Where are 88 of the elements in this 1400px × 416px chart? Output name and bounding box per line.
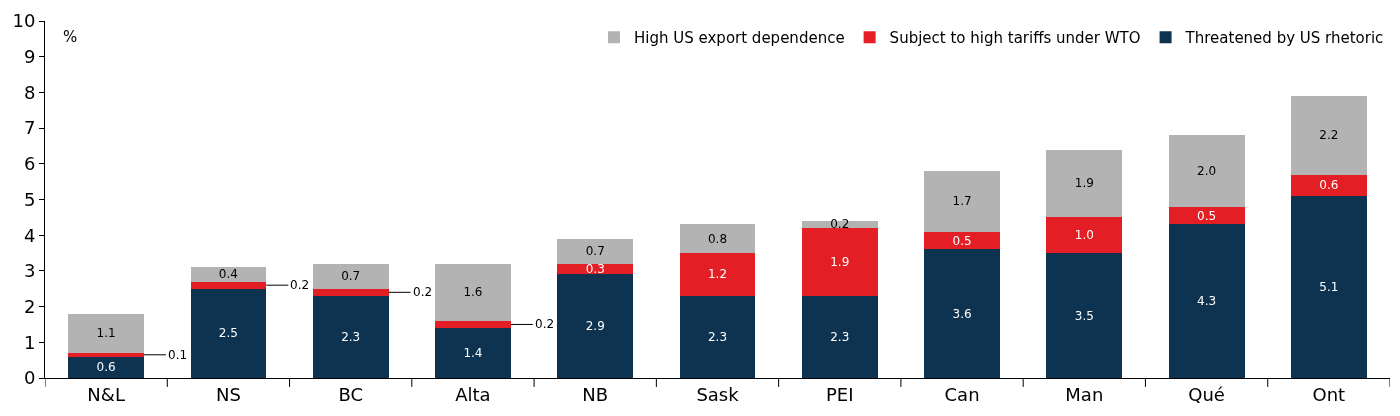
data-label: 0.1 [168, 348, 188, 362]
data-label: 1.6 [463, 285, 483, 300]
bar [312, 288, 389, 296]
data-label: 0.2 [830, 217, 850, 232]
data-label: 1.9 [830, 254, 850, 269]
data-label: 1.9 [1074, 176, 1094, 191]
data-label: 0.5 [952, 233, 972, 248]
x-tick-label: N&L [87, 383, 125, 405]
bar [190, 288, 267, 378]
data-label: 2.2 [1319, 128, 1339, 143]
y-tick-label: 4 [23, 224, 36, 246]
bar [924, 170, 1000, 232]
bar [1046, 217, 1123, 254]
x-tick-label: NS [215, 383, 241, 405]
data-label: 2.3 [341, 329, 361, 344]
bar [68, 356, 145, 378]
data-label: 1.0 [1074, 228, 1094, 243]
bar [190, 281, 267, 289]
y-tick-label: 5 [23, 188, 36, 210]
x-tick-label: Qué [1188, 383, 1225, 405]
bar [679, 295, 756, 378]
data-label: 0.8 [707, 231, 728, 246]
bar [801, 228, 878, 296]
data-label: 0.6 [96, 360, 116, 375]
data-label: 1.7 [952, 194, 972, 209]
bar [1290, 95, 1367, 175]
legend-label: High US export dependence [634, 29, 845, 48]
y-tick-label: 7 [23, 117, 36, 139]
bar [679, 224, 756, 254]
y-tick-label: 8 [23, 81, 36, 103]
bar [68, 313, 145, 354]
data-label: 0.7 [341, 269, 361, 284]
bar [435, 263, 511, 321]
y-tick-label: 0 [23, 367, 36, 389]
bar [557, 274, 634, 378]
x-tick-label: Man [1065, 383, 1104, 405]
bar [1290, 174, 1367, 196]
bar [190, 267, 267, 282]
x-tick-label: Alta [455, 383, 491, 405]
y-tick-label: 1 [23, 331, 36, 353]
data-label: 0.7 [585, 244, 605, 259]
data-label: 3.6 [952, 306, 972, 321]
x-tick-label: NB [582, 383, 609, 405]
x-tick-label: Can [944, 383, 980, 405]
bar [1046, 253, 1123, 378]
x-tick-label: Ont [1312, 383, 1346, 405]
bar [924, 249, 1000, 378]
x-tick-label: BC [338, 383, 363, 405]
data-label: 3.5 [1074, 308, 1094, 323]
data-label: 0.2 [290, 278, 310, 292]
data-label: 5.1 [1319, 279, 1339, 294]
data-label: 0.2 [535, 317, 555, 331]
bar [1046, 149, 1123, 218]
bar [312, 263, 389, 289]
bar [68, 353, 145, 357]
bar [679, 253, 756, 296]
x-tick-label: PEI [826, 383, 854, 405]
data-label: 2.3 [707, 329, 728, 344]
legend-label: Threatened by US rhetoric [1184, 29, 1384, 48]
data-label: 4.3 [1197, 294, 1217, 309]
bar [1168, 224, 1245, 378]
bar [801, 295, 878, 378]
bar [557, 238, 634, 264]
y-tick-label: 10 [12, 10, 36, 32]
data-label: 0.6 [1319, 178, 1339, 193]
y-tick-label: 3 [23, 260, 36, 282]
data-label: 1.2 [707, 267, 728, 282]
data-label: 1.1 [96, 326, 116, 341]
x-tick-label: Sask [696, 383, 740, 405]
data-label: 0.4 [218, 267, 238, 282]
bar [435, 320, 511, 329]
bar [312, 295, 389, 378]
bar [435, 328, 511, 378]
data-label: 1.4 [463, 346, 483, 361]
y-tick-label: 2 [23, 295, 36, 317]
y-tick-label: 9 [23, 46, 36, 67]
bar [1290, 195, 1367, 378]
y-tick-label: 6 [23, 153, 36, 175]
data-label: 2.9 [585, 319, 605, 334]
bar [1168, 135, 1245, 207]
data-label: 0.2 [413, 285, 433, 299]
data-label: 2.0 [1197, 163, 1217, 178]
data-label: 0.5 [1197, 208, 1217, 223]
y-axis-title: % [63, 28, 78, 46]
data-label: 0.3 [585, 262, 605, 277]
data-label: 2.5 [218, 326, 238, 341]
data-label: 2.3 [830, 329, 850, 344]
legend-label: Subject to high tariffs under WTO [889, 29, 1141, 48]
